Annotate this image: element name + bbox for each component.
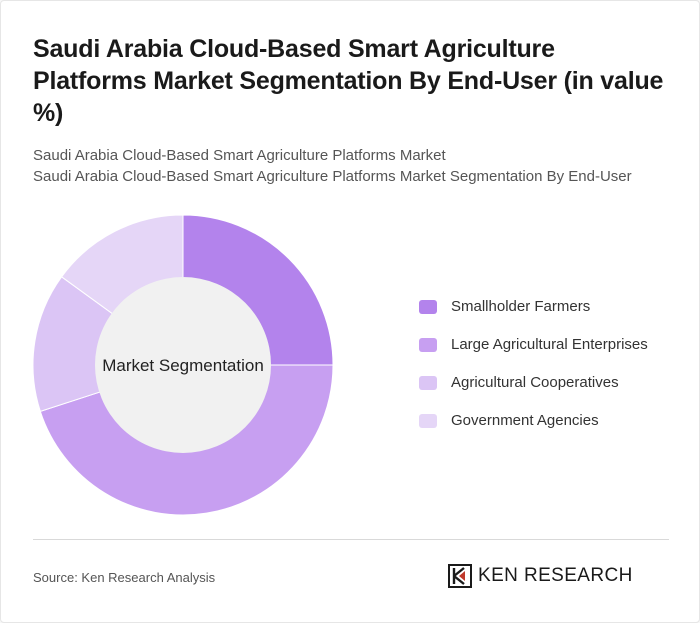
chart-subtitle-segmentation: Saudi Arabia Cloud-Based Smart Agricultu…: [33, 168, 632, 185]
ken-research-logo-icon: [448, 564, 472, 588]
source-note: Source: Ken Research Analysis: [33, 570, 216, 585]
chart-subtitle-market: Saudi Arabia Cloud-Based Smart Agricultu…: [33, 147, 446, 164]
ken-research-logo-text: KEN RESEARCH: [478, 565, 633, 586]
donut-hole: [95, 277, 271, 453]
footer-divider: [33, 539, 669, 540]
legend-label: Smallholder Farmers: [451, 298, 591, 315]
donut-chart: Market Segmentation: [32, 214, 334, 516]
legend-swatch: [419, 414, 437, 428]
legend-label: Agricultural Cooperatives: [451, 374, 619, 391]
legend-label: Large Agricultural Enterprises: [451, 336, 648, 353]
chart-title: Saudi Arabia Cloud-Based Smart Agricultu…: [33, 35, 664, 127]
legend-swatch: [419, 338, 437, 352]
legend-label: Government Agencies: [451, 412, 599, 429]
legend-swatch: [419, 376, 437, 390]
donut-center-label: Market Segmentation: [102, 356, 264, 375]
legend-swatch: [419, 300, 437, 314]
